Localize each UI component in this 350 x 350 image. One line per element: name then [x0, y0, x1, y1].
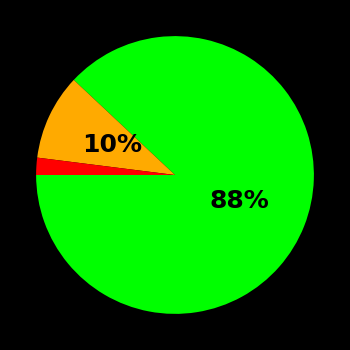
Wedge shape	[36, 158, 175, 175]
Text: 88%: 88%	[210, 189, 270, 212]
Wedge shape	[37, 80, 175, 175]
Text: 10%: 10%	[82, 133, 142, 158]
Wedge shape	[36, 36, 314, 314]
